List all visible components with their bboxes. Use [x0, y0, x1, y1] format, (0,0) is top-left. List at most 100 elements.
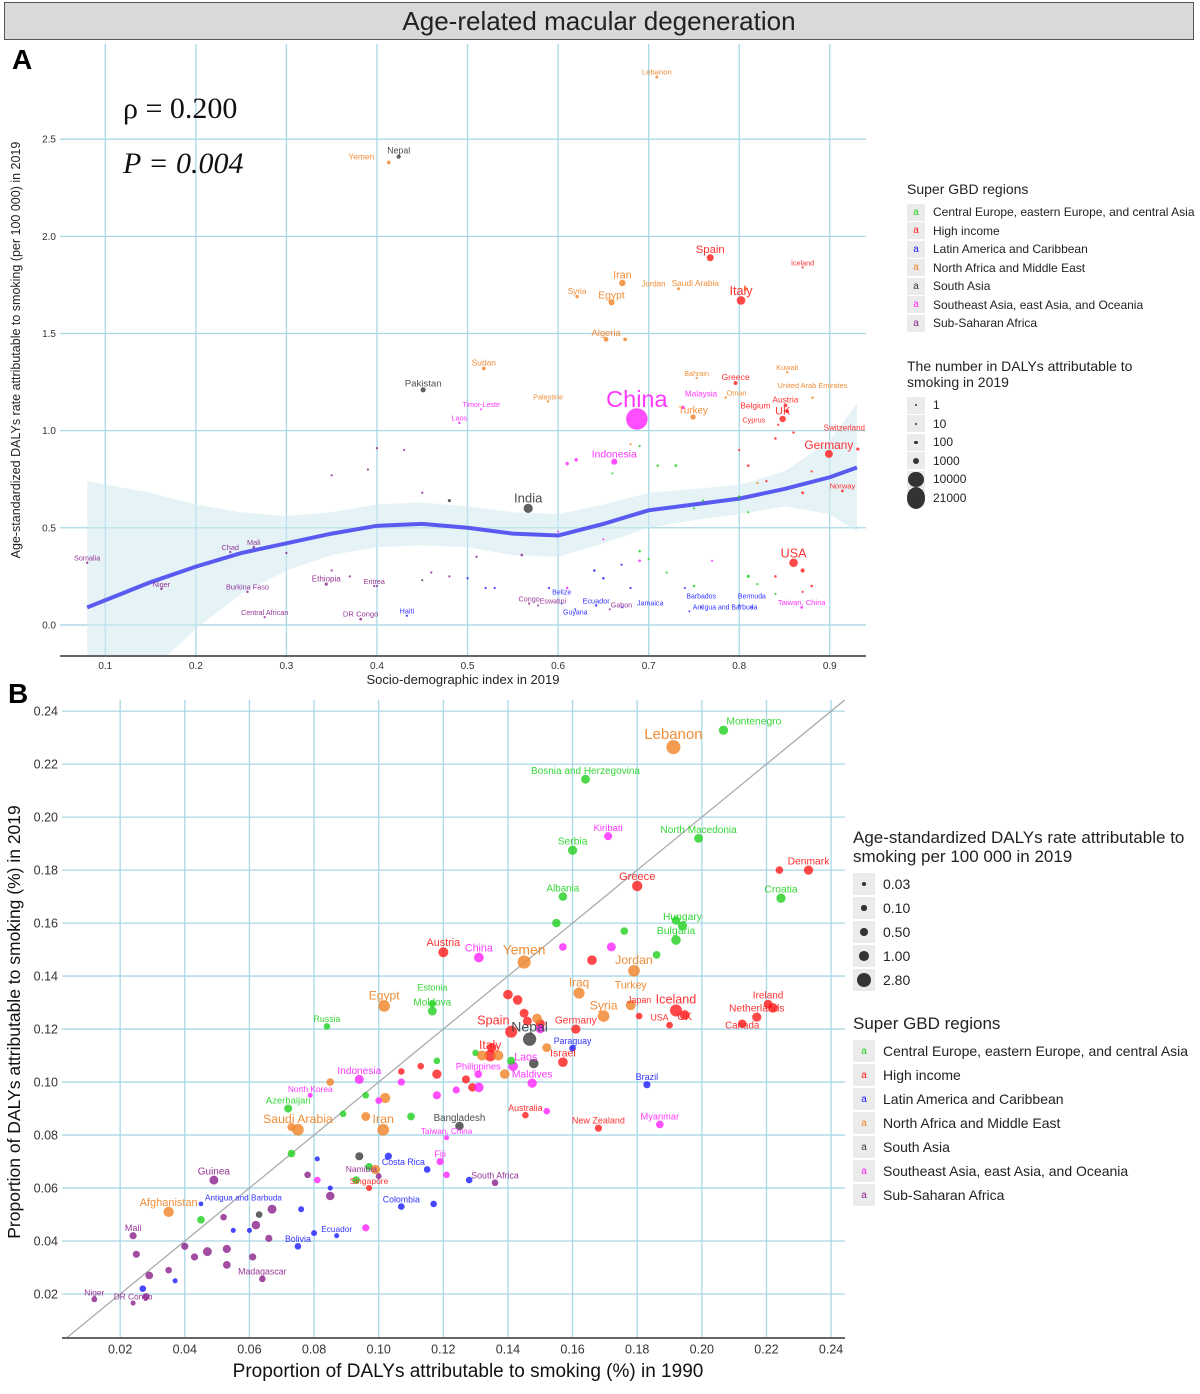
data-point	[602, 577, 605, 580]
data-point	[587, 955, 597, 965]
data-point	[417, 1062, 425, 1070]
point-label: USA	[650, 1013, 668, 1023]
data-point	[361, 1112, 371, 1121]
data-point	[620, 563, 623, 566]
y-tick-label: 0.18	[34, 863, 58, 877]
data-point	[523, 503, 533, 513]
legend-color-key: a	[853, 1064, 875, 1086]
size-legend-key	[907, 470, 925, 488]
data-point	[737, 1019, 747, 1029]
size-legend-item: 100	[907, 433, 1157, 452]
point-label: Croatia	[764, 885, 797, 896]
point-label: North Korea	[288, 1084, 333, 1094]
data-point	[638, 445, 641, 448]
size-legend-dot	[860, 928, 868, 936]
size-legend-item: 1	[907, 396, 1157, 415]
data-point	[552, 918, 561, 928]
point-label: Myanmar	[640, 1112, 679, 1122]
point-label: Eswatini	[540, 597, 567, 605]
point-label: Syria	[590, 998, 618, 1012]
point-label: Bahrain	[684, 369, 709, 378]
y-tick-label: 0.24	[34, 705, 58, 719]
x-tick-label: 0.12	[431, 1343, 455, 1357]
data-point	[444, 1135, 450, 1141]
y-tick-label: 0.5	[42, 523, 56, 534]
data-point	[348, 575, 351, 578]
size-legend-item: 1.00	[853, 944, 1193, 968]
data-point	[774, 437, 777, 440]
size-legend-key	[853, 945, 875, 967]
data-point	[373, 584, 376, 588]
point-label: Kuwait	[776, 363, 798, 372]
data-point	[362, 1224, 370, 1232]
point-label: Estonia	[417, 982, 447, 992]
x-tick-label: 0.24	[819, 1343, 843, 1357]
point-label: Moldova	[413, 998, 451, 1009]
point-label: Denmark	[788, 856, 831, 867]
data-point	[202, 1247, 212, 1257]
data-point	[574, 458, 578, 462]
data-point	[800, 568, 805, 573]
data-point	[765, 479, 768, 483]
data-point	[810, 584, 813, 588]
data-point	[330, 569, 333, 572]
point-label: India	[514, 491, 543, 506]
point-label: Niger	[153, 580, 171, 589]
legend-item: a Latin America and Caribbean	[907, 240, 1199, 259]
plot-shapes	[85, 75, 860, 656]
size-legend-label: 1.00	[883, 948, 911, 964]
data-point	[433, 1057, 441, 1065]
data-point	[304, 1171, 311, 1179]
point-label: Mali	[247, 538, 261, 547]
legend-item: a High income	[853, 1063, 1199, 1087]
legend-item: a Latin America and Caribbean	[853, 1087, 1199, 1111]
data-point	[569, 1044, 576, 1052]
point-label: Syria	[568, 287, 587, 296]
size-legend-label: 21000	[933, 490, 967, 505]
legend-item: a Central Europe, eastern Europe, and cen…	[907, 203, 1199, 222]
data-point	[803, 865, 814, 875]
point-label: Lebanon	[644, 726, 702, 743]
legend-item: a Sub-Saharan Africa	[907, 314, 1199, 333]
data-point	[536, 1024, 545, 1034]
point-label: Israel	[550, 1047, 576, 1059]
data-point	[789, 558, 798, 568]
point-label: Maldives	[512, 1069, 553, 1080]
data-point	[313, 1176, 321, 1184]
data-point	[522, 1111, 529, 1119]
data-point	[370, 1164, 381, 1175]
data-point	[172, 1278, 178, 1284]
data-point	[487, 1042, 497, 1053]
data-point	[85, 561, 89, 564]
data-point	[666, 740, 681, 755]
data-point	[403, 448, 406, 452]
point-label: Nepal	[387, 146, 410, 156]
data-point	[841, 489, 844, 493]
data-point	[160, 587, 163, 591]
x-tick-label: 0.4	[370, 661, 384, 672]
figure-title: Age-related macular degeneration	[4, 2, 1194, 40]
legend-color-key: a	[907, 296, 925, 314]
size-legend-item: 0.10	[853, 896, 1193, 920]
legend-color-key: a	[853, 1184, 875, 1206]
point-label: Antigua and Barbuda	[693, 604, 758, 611]
y-tick-label: 0.0	[42, 620, 56, 631]
data-point	[447, 498, 451, 503]
y-tick-label: 0.10	[34, 1075, 58, 1089]
legend-label: Central Europe, eastern Europe, and cent…	[933, 205, 1195, 220]
panel-b-chart: 0.02 0.04 0.06 0.08 0.10 0.12 0.14 0.16 0.18 0.20…	[34, 700, 845, 1357]
point-label: Brazil	[636, 1072, 659, 1082]
data-point	[738, 448, 741, 452]
data-point	[557, 530, 560, 533]
data-point	[801, 590, 804, 594]
legend-color-key: a	[907, 222, 925, 240]
data-point	[421, 491, 424, 494]
point-label: Cyprus	[742, 416, 765, 425]
point-label: China	[465, 943, 493, 955]
point-label: Eritrea	[364, 577, 385, 586]
legend-label: North Africa and Middle East	[883, 1115, 1061, 1131]
data-point	[543, 1107, 551, 1115]
size-legend-item: 10	[907, 415, 1157, 434]
data-point	[594, 604, 598, 607]
data-point	[197, 1215, 205, 1224]
